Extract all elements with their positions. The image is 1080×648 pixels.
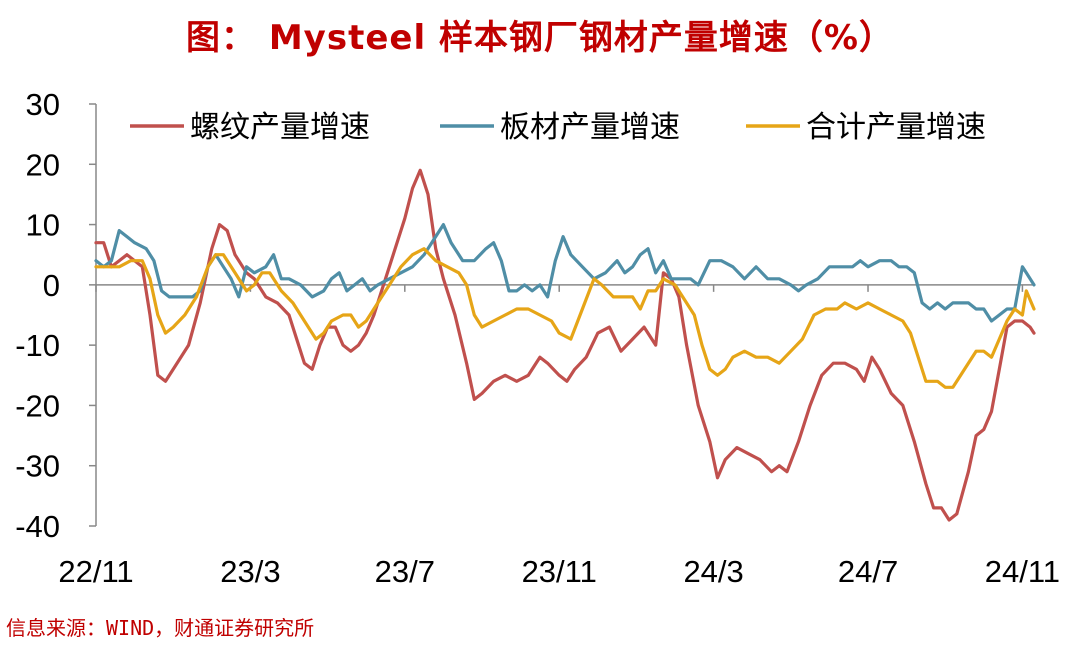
chart-axes: 30 20 10 0 -10 -20 -30 -40 22/11 23/3 23/7 23/11 24/… xyxy=(15,87,1060,589)
x-tick-label: 24/11 xyxy=(985,554,1060,589)
y-tick-label: -40 xyxy=(15,509,60,544)
y-tick-label: -20 xyxy=(15,388,60,423)
y-tick-label: -30 xyxy=(15,449,60,484)
y-tick-label: 30 xyxy=(26,87,60,122)
series-line-2 xyxy=(94,223,1036,323)
y-tick-label: -10 xyxy=(15,328,60,363)
x-tick-label: 23/11 xyxy=(522,554,597,589)
y-tick-label: 20 xyxy=(26,147,60,182)
x-tick-label: 24/7 xyxy=(838,554,898,589)
legend-label: 板材产量增速 xyxy=(500,110,680,145)
y-tick-label: 10 xyxy=(26,208,60,243)
series-line-1 xyxy=(94,168,1036,522)
x-tick-label: 22/11 xyxy=(58,554,133,589)
x-tick-label: 23/3 xyxy=(220,554,280,589)
source-note: 信息来源：WIND，财通证券研究所 xyxy=(6,616,315,640)
x-tick-label: 23/7 xyxy=(375,554,435,589)
series-line-3 xyxy=(94,247,1036,389)
chart-legend: 螺纹产量增速 板材产量增速 合计产量增速 xyxy=(130,110,986,145)
series-lines xyxy=(94,168,1036,522)
legend-label: 合计产量增速 xyxy=(806,110,986,145)
chart-title: 图： Mysteel 样本钢厂钢材产量增速（%） xyxy=(186,18,894,58)
y-tick-label: 0 xyxy=(43,268,60,303)
x-tick-label: 24/3 xyxy=(683,554,743,589)
legend-label: 螺纹产量增速 xyxy=(190,110,370,145)
